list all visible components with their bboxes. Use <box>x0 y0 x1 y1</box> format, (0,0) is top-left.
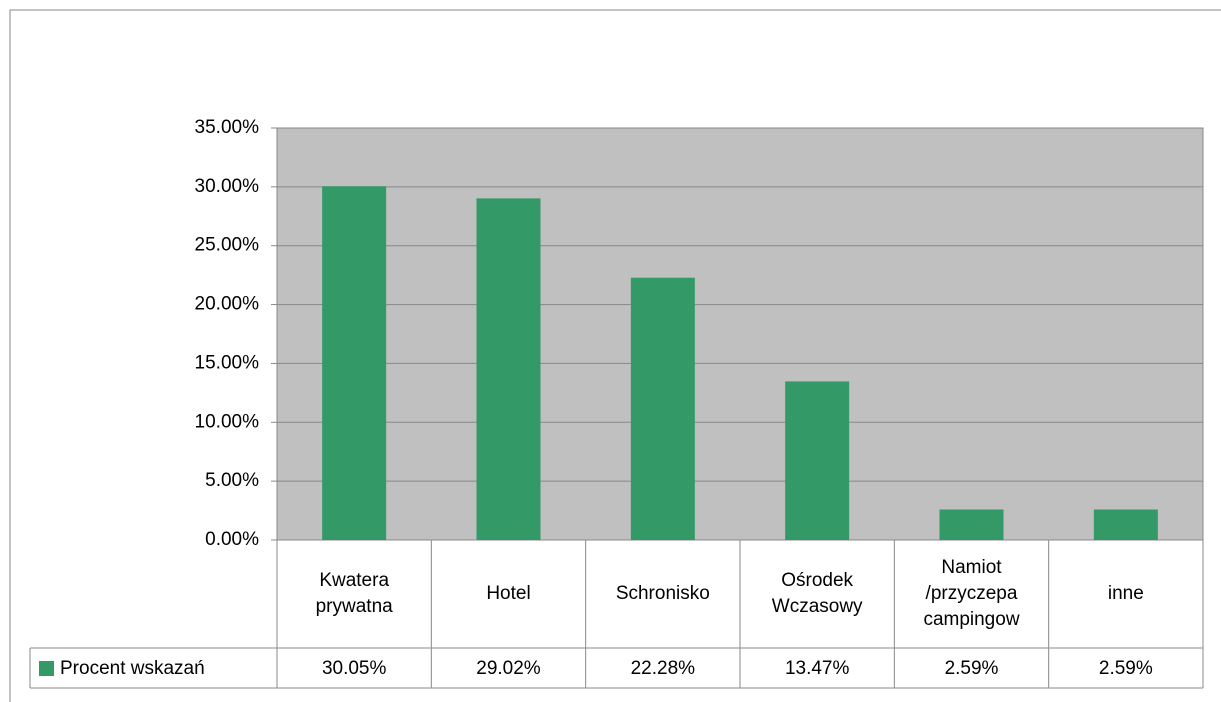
y-tick-label: 0.00% <box>205 529 259 550</box>
category-cell: Namiot /przyczepa campingow <box>923 557 1020 630</box>
y-tick-label: 5.00% <box>205 470 259 491</box>
value-label: 30.05% <box>322 658 387 679</box>
category-cell: Hotel <box>486 583 531 604</box>
y-tick-label: 25.00% <box>195 235 260 256</box>
y-tick-label: 15.00% <box>195 352 260 373</box>
bar <box>630 277 695 540</box>
chart-border <box>9 9 1221 702</box>
legend-key <box>39 661 54 676</box>
y-tick-label: 10.00% <box>195 411 260 432</box>
y-tick-label: 35.00% <box>195 117 260 138</box>
category-cell: Schronisko <box>615 583 710 604</box>
value-label: 2.59% <box>945 658 999 679</box>
category-cell: Kwatera prywatna <box>315 570 393 617</box>
value-label: 22.28% <box>631 658 696 679</box>
bar <box>476 198 541 541</box>
bar <box>939 509 1004 540</box>
value-label: 13.47% <box>785 658 850 679</box>
y-tick-label: 30.00% <box>195 176 260 197</box>
plot-area <box>276 127 1204 541</box>
y-tick-label: 20.00% <box>195 294 260 315</box>
value-label: 29.02% <box>476 658 541 679</box>
legend-label: Procent wskazań <box>60 658 205 679</box>
category-cell: Ośrodek Wczasowy <box>771 570 863 617</box>
bar <box>322 186 387 541</box>
bar <box>785 381 850 540</box>
value-label: 2.59% <box>1099 658 1153 679</box>
category-cell: inne <box>1107 583 1144 604</box>
bar <box>1093 509 1158 540</box>
